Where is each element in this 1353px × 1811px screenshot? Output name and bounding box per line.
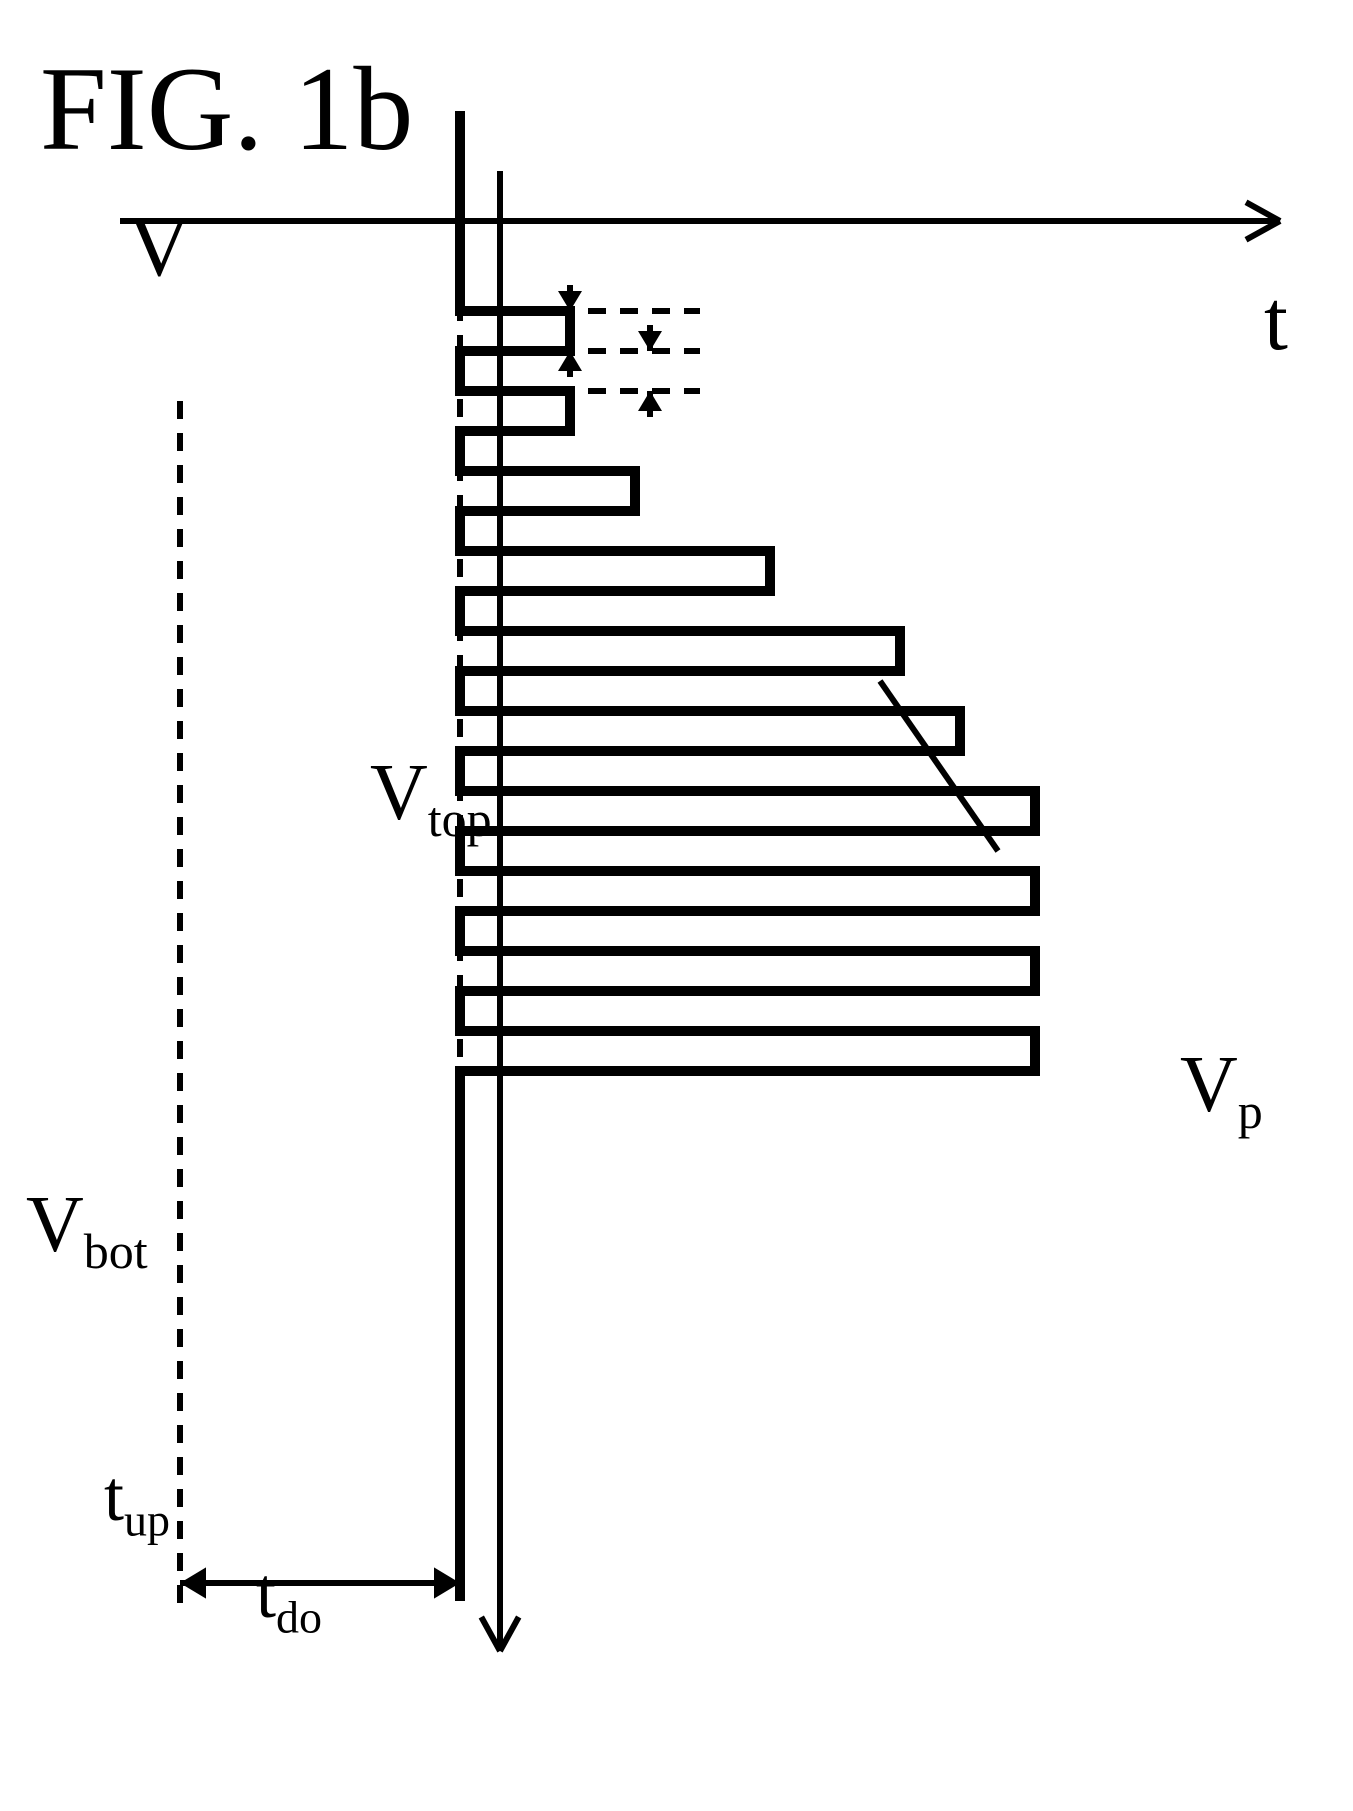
v-bot-sub: bot [84,1223,148,1279]
v-bot-label: Vbot [26,1180,148,1280]
y-axis-label: V [128,196,190,296]
v-bot-main: V [26,1181,84,1269]
y-axis-label-text: V [128,198,190,294]
v-top-main: V [370,749,428,837]
t-up-label: tup [104,1455,170,1546]
v-top-sub: top [428,791,492,847]
t-up-sub: up [124,1494,170,1545]
waveform-svg [0,0,1353,1811]
x-axis-label-text: t [1264,272,1288,368]
v-p-label: Vp [1180,1040,1263,1140]
t-do-label: tdo [256,1552,322,1643]
v-p-sub: p [1238,1083,1263,1139]
v-top-label: Vtop [370,748,492,848]
t-do-main: t [256,1553,276,1633]
x-axis-label: t [1264,270,1288,370]
t-do-sub: do [276,1591,322,1642]
figure-1b: FIG. 1b V t Vbot Vtop Vp tup tdo [0,0,1353,1811]
v-p-main: V [1180,1041,1238,1129]
t-up-main: t [104,1456,124,1536]
